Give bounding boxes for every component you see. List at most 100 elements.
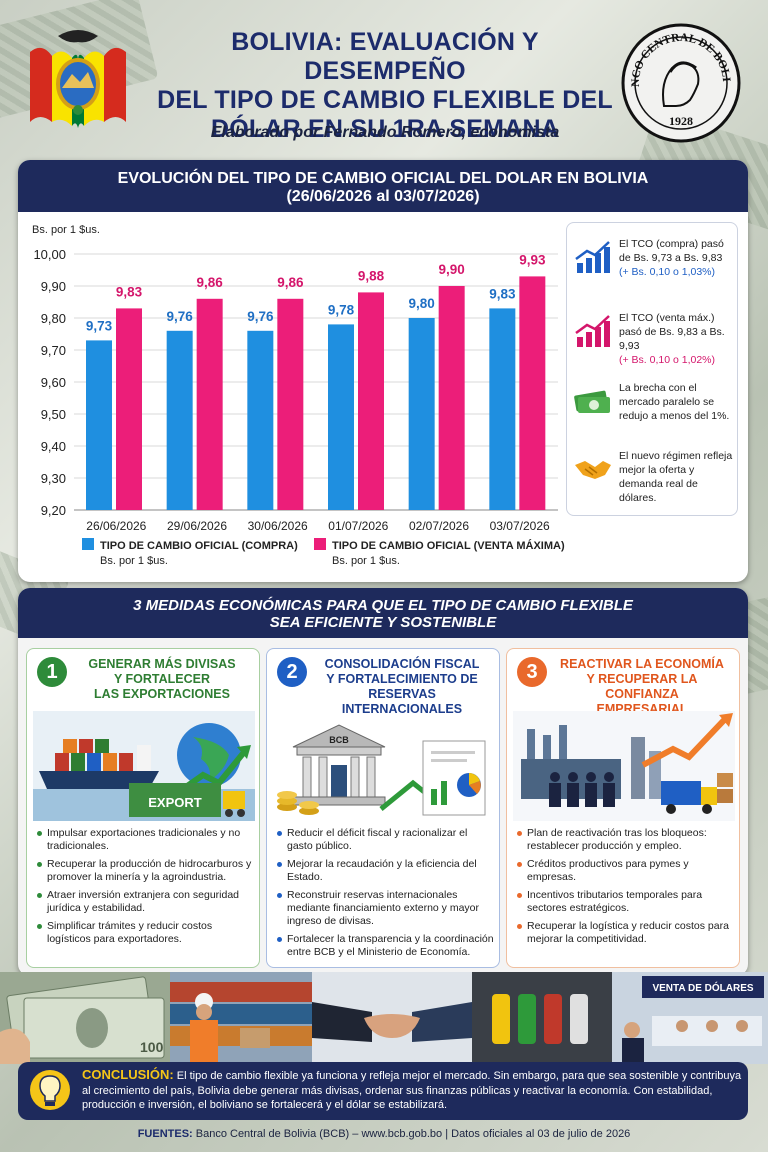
measure-title-line: REACTIVAR LA ECONOMÍA [560, 657, 724, 671]
title-line: BOLIVIA: EVALUACIÓN Y DESEMPEÑO [231, 28, 539, 85]
chart-title: EVOLUCIÓN DEL TIPO DE CAMBIO OFICIAL DEL… [117, 170, 649, 187]
x-tick-label: 26/06/2026 [86, 519, 146, 533]
data-label: 9,76 [247, 309, 274, 324]
export-ship-illustration: EXPORT [33, 711, 255, 821]
measure-title-line: GENERAR MÁS DIVISAS [88, 657, 236, 671]
legend-label-compra: TIPO DE CAMBIO OFICIAL (COMPRA) [100, 540, 298, 552]
seal-year: 1928 [669, 114, 693, 128]
measure-number: 2 [277, 657, 307, 687]
y-tick-label: 9,90 [41, 279, 66, 294]
list-item: Reconstruir reservas internacionales med… [277, 889, 495, 928]
y-tick-label: 9,70 [41, 343, 66, 358]
measure-bullets: Plan de reactivación tras los bloqueos: … [517, 827, 735, 951]
data-label: 9,73 [86, 318, 113, 333]
footer: FUENTES: Banco Central de Bolivia (BCB) … [0, 1128, 768, 1140]
conclusion-label: CONCLUSIÓN: [82, 1067, 174, 1082]
chart-up-pink-icon [575, 315, 610, 347]
list-item: Incentivos tributarios temporales para s… [517, 889, 735, 915]
highlight-regimen: El nuevo régimen refleja mejor la oferta… [573, 449, 735, 505]
measure-title-line: CONSOLIDACIÓN FISCAL [324, 657, 480, 671]
bill-value: 100 [140, 1039, 164, 1055]
data-label: 9,80 [409, 296, 435, 311]
measure-title-line: Y RECUPERAR LA CONFIANZA [586, 672, 698, 701]
bar-compra [86, 340, 112, 510]
data-label: 9,88 [358, 268, 385, 283]
header: BOLIVIA: EVALUACIÓN Y DESEMPEÑO DEL TIPO… [0, 0, 768, 160]
measure-number: 1 [37, 657, 67, 687]
list-item: Simplificar trámites y reducir costos lo… [37, 920, 255, 946]
bar-compra [489, 308, 516, 510]
list-item: Recuperar la logística y reducir costos … [517, 920, 735, 946]
measure-title: CONSOLIDACIÓN FISCAL Y FORTALECIMIENTO D… [309, 657, 495, 717]
title-line: DEL TIPO DE CAMBIO FLEXIBLE DEL [157, 86, 613, 114]
chart-up-blue-icon [575, 241, 610, 273]
central-bank-seal-icon: BANCO CENTRAL DE BOLIVIA 1928 [620, 22, 741, 143]
highlight-text: La brecha con el mercado paralelo se red… [619, 382, 730, 422]
dollar-bills-photo: 100 [0, 972, 170, 1064]
x-tick-label: 01/07/2026 [328, 519, 388, 533]
page-title: BOLIVIA: EVALUACIÓN Y DESEMPEÑO DEL TIPO… [150, 28, 620, 144]
list-item: Fortalecer la transparencia y la coordin… [277, 933, 495, 959]
y-tick-label: 9,40 [41, 439, 66, 454]
y-tick-label: 10,00 [33, 247, 66, 262]
bar-compra [328, 324, 354, 510]
legend-swatch-venta [314, 538, 326, 550]
data-label: 9,90 [439, 262, 465, 277]
footer-label: FUENTES: [137, 1128, 193, 1140]
y-tick-label: 9,60 [41, 375, 66, 390]
photo-strip: 100 VENTA DE DÓLARES [0, 972, 768, 1064]
highlight-emphasis: (+ Bs. 0,10 o 1,03%) [619, 266, 716, 278]
measure-exportaciones: 1 GENERAR MÁS DIVISAS Y FORTALECER LAS E… [26, 648, 260, 968]
exchange-office-sign: VENTA DE DÓLARES [652, 981, 753, 994]
data-label: 9,78 [328, 302, 355, 317]
chart-card: EVOLUCIÓN DEL TIPO DE CAMBIO OFICIAL DEL… [18, 160, 748, 582]
y-tick-label: 9,80 [41, 311, 66, 326]
legend-unit-compra: Bs. por 1 $us. [100, 555, 168, 567]
chart-subtitle: (26/06/2026 al 03/07/2026) [286, 188, 480, 205]
x-tick-label: 30/06/2026 [248, 519, 308, 533]
bar-compra [408, 318, 435, 510]
list-item: Mejorar la recaudación y la eficiencia d… [277, 858, 495, 884]
list-item: Créditos productivos para pymes y empres… [517, 858, 735, 884]
list-item: Recuperar la producción de hidrocarburos… [37, 858, 255, 884]
bar-venta [277, 298, 304, 510]
footer-text: Banco Central de Bolivia (BCB) – www.bcb… [195, 1128, 631, 1140]
bar-venta [358, 292, 384, 510]
y-tick-label: 9,30 [41, 471, 66, 486]
money-icon [574, 390, 610, 413]
measure-bullets: Reducir el déficit fiscal y racionalizar… [277, 827, 495, 964]
list-item: Plan de reactivación tras los bloqueos: … [517, 827, 735, 853]
highlights-panel: El TCO (compra) pasó de Bs. 9,73 a Bs. 9… [566, 222, 738, 516]
highlight-brecha: La brecha con el mercado paralelo se red… [573, 381, 735, 423]
x-tick-label: 02/07/2026 [409, 519, 469, 533]
measure-title-line: Y FORTALECIMIENTO DE [326, 672, 478, 686]
central-bank-illustration: BCB [277, 724, 486, 816]
data-label: 9,76 [167, 309, 194, 324]
export-tag: EXPORT [148, 795, 202, 810]
handshake-icon [575, 461, 611, 479]
bar-compra [166, 330, 193, 510]
port-worker-photo [170, 972, 312, 1064]
legend-unit-venta: Bs. por 1 $us. [332, 555, 400, 567]
measure-title-line: RESERVAS INTERNACIONALES [341, 687, 463, 716]
legend-item-compra: TIPO DE CAMBIO OFICIAL (COMPRA) Bs. por … [82, 538, 298, 569]
bolivia-coat-of-arms-icon [30, 30, 126, 128]
data-label: 9,86 [277, 275, 304, 290]
measures-card: 3 MEDIDAS ECONÓMICAS PARA QUE EL TIPO DE… [18, 588, 748, 976]
handshake-photo [312, 972, 472, 1064]
list-item: Impulsar exportaciones tradicionales y n… [37, 827, 255, 853]
highlight-emphasis: (+ Bs. 0,10 o 1,02%) [619, 354, 716, 366]
bar-venta [116, 308, 142, 510]
y-tick-label: 9,20 [41, 503, 66, 518]
legend-label-venta: TIPO DE CAMBIO OFICIAL (VENTA MÁXIMA) [332, 540, 565, 552]
highlight-compra: El TCO (compra) pasó de Bs. 9,73 a Bs. 9… [573, 237, 735, 279]
highlight-text: El nuevo régimen refleja mejor la oferta… [619, 450, 733, 504]
bar-compra [247, 330, 274, 510]
conclusion-text: El tipo de cambio flexible ya funciona y… [82, 1070, 742, 1111]
bar-venta [196, 298, 223, 510]
measure-consolidacion-fiscal: 2 CONSOLIDACIÓN FISCAL Y FORTALECIMIENTO… [266, 648, 500, 968]
fuel-pumps-photo [472, 972, 612, 1064]
measure-reactivar-economia: 3 REACTIVAR LA ECONOMÍA Y RECUPERAR LA C… [506, 648, 740, 968]
measure-number: 3 [517, 657, 547, 687]
measure-title-line: Y FORTALECER [113, 672, 211, 686]
